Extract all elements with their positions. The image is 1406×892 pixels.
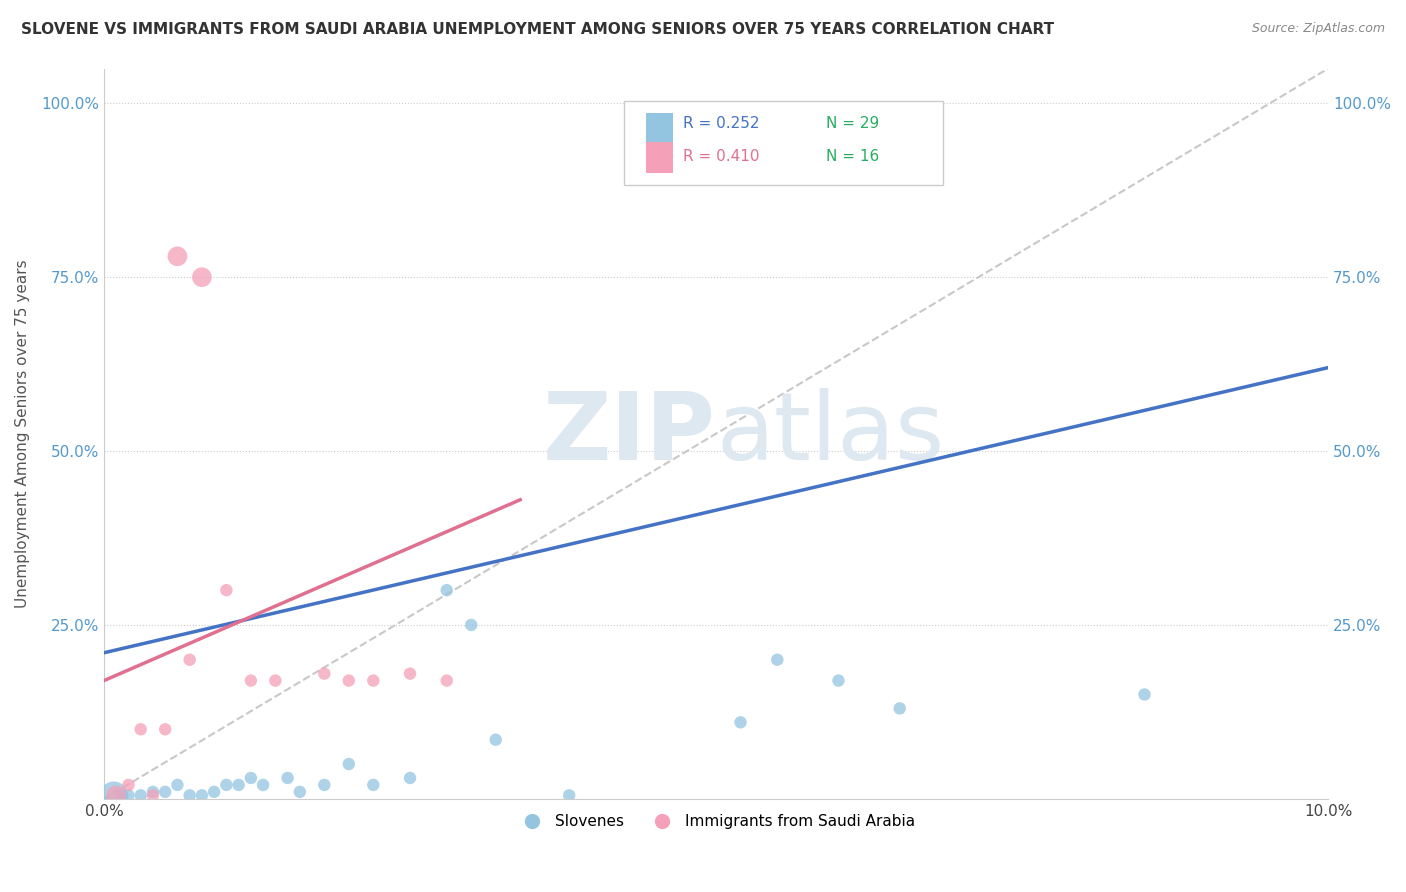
Text: R = 0.410: R = 0.410	[683, 149, 759, 163]
Point	[129, 723, 152, 737]
Point	[179, 789, 201, 803]
Point	[105, 789, 128, 803]
Text: atlas: atlas	[716, 388, 945, 480]
Point	[117, 778, 139, 792]
Point	[111, 789, 134, 803]
Point	[399, 771, 422, 785]
Point	[166, 778, 188, 792]
Point	[337, 757, 360, 772]
Point	[314, 666, 336, 681]
Point	[361, 673, 384, 688]
Point	[485, 732, 508, 747]
Point	[558, 789, 581, 803]
Text: N = 29: N = 29	[827, 116, 880, 131]
Point	[361, 778, 384, 792]
Point	[264, 673, 287, 688]
Text: R = 0.252: R = 0.252	[683, 116, 759, 131]
Bar	[647, 143, 673, 173]
Point	[153, 785, 176, 799]
Point	[766, 653, 789, 667]
Point	[191, 270, 214, 285]
Text: SLOVENE VS IMMIGRANTS FROM SAUDI ARABIA UNEMPLOYMENT AMONG SENIORS OVER 75 YEARS: SLOVENE VS IMMIGRANTS FROM SAUDI ARABIA …	[21, 22, 1054, 37]
FancyBboxPatch shape	[624, 102, 942, 186]
Point	[337, 673, 360, 688]
Point	[166, 249, 188, 263]
Point	[202, 785, 225, 799]
Y-axis label: Unemployment Among Seniors over 75 years: Unemployment Among Seniors over 75 years	[15, 260, 30, 608]
Point	[103, 789, 125, 803]
Point	[827, 673, 849, 688]
Point	[889, 701, 911, 715]
Point	[436, 583, 458, 598]
Legend: Slovenes, Immigrants from Saudi Arabia: Slovenes, Immigrants from Saudi Arabia	[510, 808, 921, 835]
Point	[730, 715, 752, 730]
Point	[314, 778, 336, 792]
Point	[129, 789, 152, 803]
Point	[460, 618, 482, 632]
Point	[117, 789, 139, 803]
Point	[142, 785, 165, 799]
Point	[239, 673, 262, 688]
Point	[277, 771, 299, 785]
Point	[215, 778, 238, 792]
Point	[288, 785, 311, 799]
Point	[179, 653, 201, 667]
Bar	[647, 113, 673, 144]
Text: ZIP: ZIP	[543, 388, 716, 480]
Point	[436, 673, 458, 688]
Point	[228, 778, 250, 792]
Text: Source: ZipAtlas.com: Source: ZipAtlas.com	[1251, 22, 1385, 36]
Point	[1133, 688, 1156, 702]
Point	[215, 583, 238, 598]
Point	[252, 778, 274, 792]
Point	[399, 666, 422, 681]
Text: N = 16: N = 16	[827, 149, 880, 163]
Point	[239, 771, 262, 785]
Point	[153, 723, 176, 737]
Point	[191, 789, 214, 803]
Point	[142, 789, 165, 803]
